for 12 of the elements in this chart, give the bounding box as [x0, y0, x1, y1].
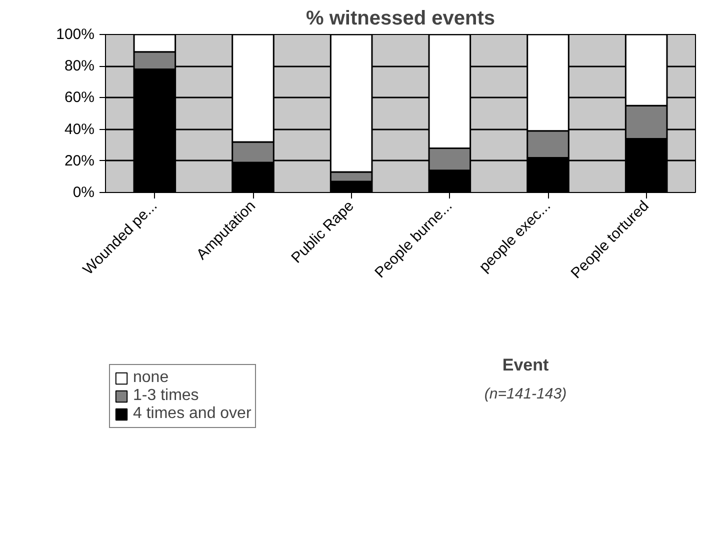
- chart-title: % witnessed events: [306, 8, 495, 30]
- y-tick-label: 40%: [64, 120, 95, 138]
- y-tick-label: 100%: [56, 26, 95, 43]
- y-tick-label: 0%: [72, 184, 95, 201]
- text: (n=141-143): [484, 386, 567, 402]
- legend-label: 1-3 times: [133, 387, 199, 405]
- y-tick-label: 60%: [64, 89, 95, 106]
- legend-label: 4 times and over: [133, 405, 252, 423]
- y-tick-label: 20%: [64, 152, 95, 170]
- x-axis-title: Event: [502, 356, 549, 374]
- legend-label: none: [133, 369, 169, 387]
- y-tick-label: 80%: [64, 58, 95, 75]
